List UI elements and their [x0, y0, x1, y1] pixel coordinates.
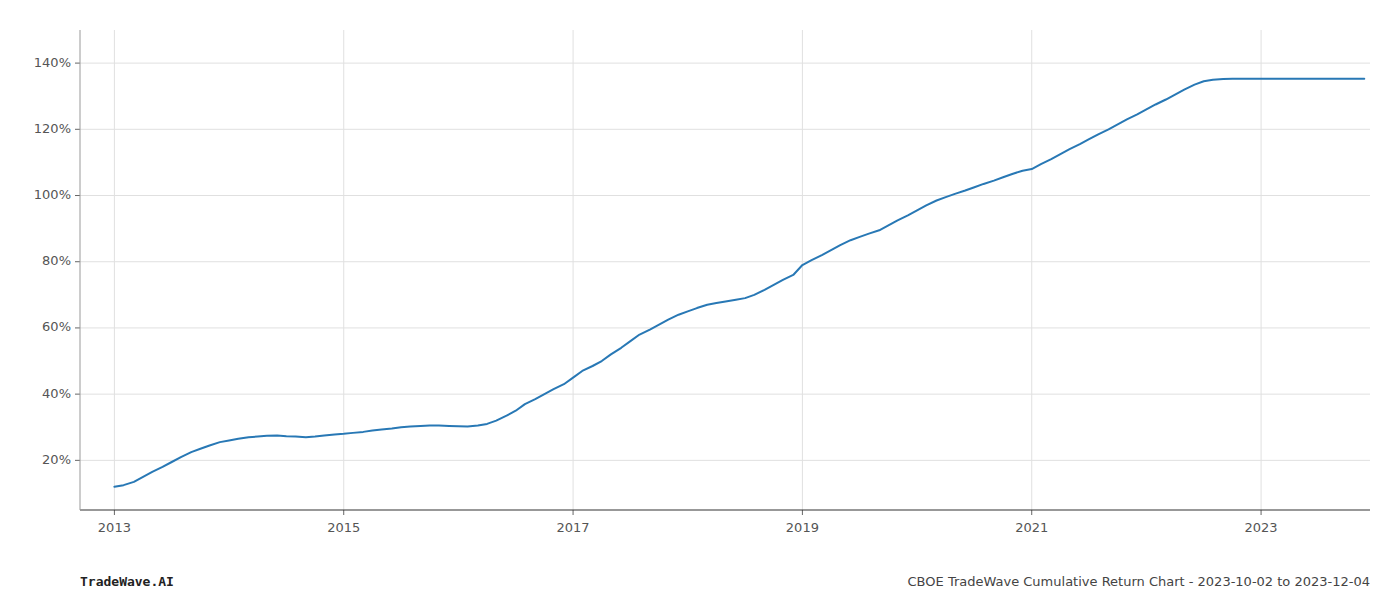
plot-area: [114, 79, 1364, 487]
y-tick: [75, 460, 80, 461]
x-tick: [114, 510, 115, 515]
chart-svg: 20% 40% 60% 80% 100% 120% 140% 2013 2015 2017 2019…: [0, 0, 1400, 600]
y-tick: [75, 129, 80, 130]
x-tick: [343, 510, 344, 515]
x-tick-label: 2023: [1245, 520, 1278, 535]
y-tick-label: 60%: [42, 319, 71, 334]
y-tick-label: 80%: [42, 253, 71, 268]
y-grid-line: [80, 63, 1370, 64]
y-tick-label: 120%: [34, 121, 71, 136]
x-tick: [802, 510, 803, 515]
footer-annotation: TradeWave.AI: [80, 574, 174, 589]
x-tick: [1031, 510, 1032, 515]
y-axis-line: [80, 30, 81, 510]
y-tick-label: 20%: [42, 452, 71, 467]
x-grid-line: [114, 30, 115, 510]
x-tick-label: 2015: [327, 520, 360, 535]
y-grid-line: [80, 460, 1370, 461]
x-grid-line: [343, 30, 344, 510]
x-grid-line: [802, 30, 803, 510]
y-tick: [75, 195, 80, 196]
y-tick: [75, 394, 80, 395]
y-tick-label: 100%: [34, 187, 71, 202]
x-grid-line: [1261, 30, 1262, 510]
y-grid-line: [80, 261, 1370, 262]
title: CBOE TradeWave Cumulative Return Chart -…: [908, 574, 1370, 589]
y-tick-label: 40%: [42, 386, 71, 401]
background: [0, 0, 1400, 600]
x-tick-label: 2019: [786, 520, 819, 535]
x-grid-line: [573, 30, 574, 510]
chart-container: 20% 40% 60% 80% 100% 120% 140% 2013 2015 2017 2019…: [0, 0, 1400, 600]
y-grid-line: [80, 195, 1370, 196]
x-tick-label: 2017: [557, 520, 590, 535]
y-tick: [75, 261, 80, 262]
x-grid-line: [1031, 30, 1032, 510]
axes: 20% 40% 60% 80% 100% 120% 140% 2013 2015 2017 2019…: [34, 30, 1370, 535]
y-tick: [75, 327, 80, 328]
x-tick: [1261, 510, 1262, 515]
y-grid-line: [80, 394, 1370, 395]
x-axis-line: [80, 509, 1370, 510]
line: [114, 79, 1364, 487]
x-tick-label: 2013: [98, 520, 131, 535]
y-tick: [75, 63, 80, 64]
x-tick-label: 2021: [1015, 520, 1048, 535]
grid: [80, 30, 1370, 510]
y-grid-line: [80, 129, 1370, 130]
x-tick: [573, 510, 574, 515]
y-grid-line: [80, 327, 1370, 328]
y-tick-label: 140%: [34, 55, 71, 70]
